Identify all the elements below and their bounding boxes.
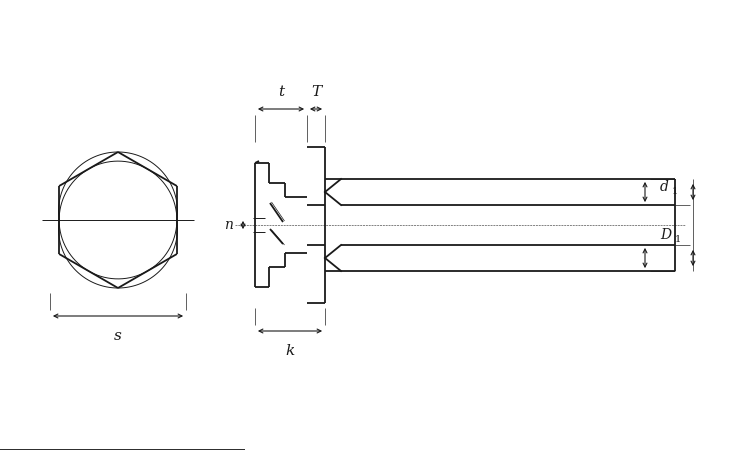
- Text: n: n: [224, 218, 233, 232]
- Text: k: k: [285, 344, 295, 358]
- Text: t: t: [278, 85, 284, 99]
- Text: T: T: [311, 85, 321, 99]
- Text: s: s: [114, 329, 122, 343]
- Text: d: d: [660, 180, 669, 194]
- Text: 1: 1: [675, 234, 681, 243]
- Text: 1: 1: [672, 186, 678, 195]
- Text: D: D: [660, 228, 671, 242]
